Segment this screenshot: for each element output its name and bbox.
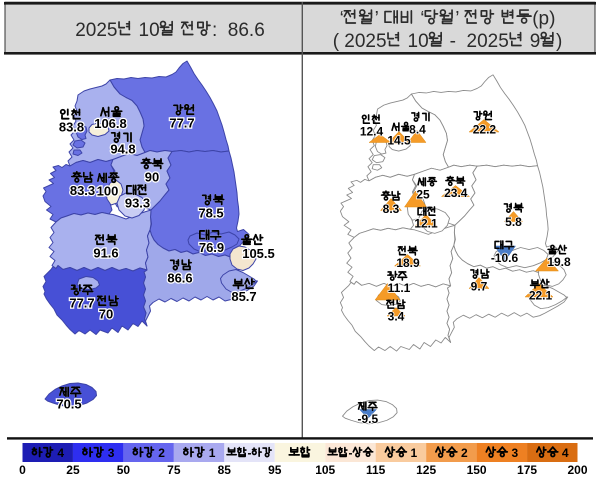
- svg-text:(: (: [333, 31, 340, 52]
- svg-text:76.9: 76.9: [199, 240, 224, 255]
- svg-text:9: 9: [530, 31, 541, 52]
- svg-text:2025: 2025: [467, 31, 509, 52]
- svg-text:10: 10: [408, 31, 429, 52]
- svg-text:‘: ‘: [420, 8, 424, 29]
- svg-text:1: 1: [209, 446, 216, 460]
- svg-text:91.6: 91.6: [93, 246, 118, 261]
- svg-text:2: 2: [461, 446, 468, 460]
- svg-text:78.5: 78.5: [198, 206, 223, 221]
- svg-text:150: 150: [467, 463, 487, 477]
- svg-text:9.7: 9.7: [471, 279, 488, 293]
- svg-text:(p): (p): [532, 8, 555, 29]
- svg-text:25: 25: [416, 187, 430, 201]
- svg-text:’: ’: [375, 8, 379, 29]
- svg-text:3: 3: [512, 446, 519, 460]
- svg-text:12.4: 12.4: [360, 124, 384, 138]
- svg-text:25: 25: [66, 463, 80, 477]
- svg-text:4: 4: [57, 446, 64, 460]
- svg-text:12.1: 12.1: [414, 216, 438, 230]
- svg-text:50: 50: [117, 463, 131, 477]
- svg-text:4: 4: [562, 446, 569, 460]
- svg-text:105: 105: [315, 463, 335, 477]
- svg-text:-10.6: -10.6: [491, 251, 519, 265]
- svg-text:2025: 2025: [75, 20, 117, 41]
- svg-text:): ): [556, 31, 562, 52]
- svg-text:18.9: 18.9: [396, 256, 420, 270]
- svg-text:22.1: 22.1: [529, 289, 553, 303]
- svg-text:2: 2: [158, 446, 165, 460]
- svg-text:3.4: 3.4: [388, 309, 405, 323]
- svg-text:175: 175: [517, 463, 537, 477]
- svg-text:-: -: [450, 31, 456, 52]
- svg-text:85.7: 85.7: [231, 289, 256, 304]
- svg-text:94.8: 94.8: [110, 142, 135, 157]
- svg-text:106.8: 106.8: [94, 116, 127, 131]
- svg-text:23.4: 23.4: [444, 186, 468, 200]
- svg-text:8.3: 8.3: [383, 202, 400, 216]
- svg-text:’: ’: [455, 8, 459, 29]
- svg-text:200: 200: [567, 463, 587, 477]
- svg-text:22.2: 22.2: [473, 123, 497, 137]
- svg-text:-9.5: -9.5: [357, 412, 378, 426]
- svg-text:-: -: [349, 446, 353, 460]
- svg-text:0: 0: [19, 463, 26, 477]
- svg-text:19.8: 19.8: [547, 255, 571, 269]
- svg-text:2025: 2025: [344, 31, 386, 52]
- svg-text:83.8: 83.8: [59, 119, 84, 134]
- svg-text:‘: ‘: [340, 8, 344, 29]
- svg-text:100: 100: [97, 184, 119, 199]
- svg-text:125: 125: [416, 463, 436, 477]
- svg-text:10: 10: [139, 20, 160, 41]
- svg-text:70: 70: [99, 307, 113, 322]
- svg-text:85: 85: [218, 463, 232, 477]
- svg-text:70.5: 70.5: [56, 397, 81, 412]
- svg-text:83.3: 83.3: [70, 183, 95, 198]
- svg-text::: :: [212, 20, 217, 41]
- svg-text:86.6: 86.6: [167, 271, 192, 286]
- svg-text:11.1: 11.1: [388, 281, 411, 295]
- svg-text:95: 95: [268, 463, 282, 477]
- svg-text:75: 75: [167, 463, 181, 477]
- svg-text:3: 3: [108, 446, 115, 460]
- svg-text:14.5: 14.5: [387, 133, 411, 147]
- svg-text:8.4: 8.4: [409, 122, 426, 136]
- svg-text:1: 1: [411, 446, 418, 460]
- svg-text:77.7: 77.7: [169, 116, 194, 131]
- svg-text:105.5: 105.5: [242, 246, 275, 261]
- svg-text:77.7: 77.7: [69, 296, 94, 311]
- svg-text:-: -: [248, 446, 252, 460]
- svg-text:93.3: 93.3: [125, 196, 150, 211]
- svg-text:90: 90: [145, 170, 159, 185]
- svg-text:86.6: 86.6: [228, 20, 265, 41]
- svg-text:5.8: 5.8: [505, 215, 522, 229]
- svg-text:115: 115: [366, 463, 386, 477]
